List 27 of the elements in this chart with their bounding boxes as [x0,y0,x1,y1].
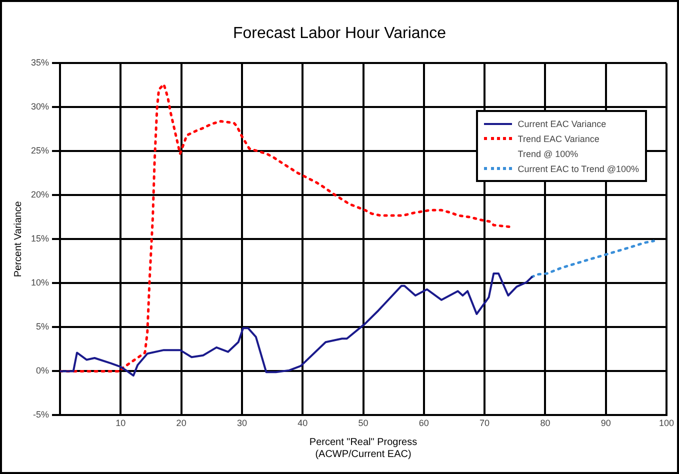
y-tick-label: 0% [36,366,50,376]
x-tick-label: 20 [176,418,186,428]
y-axis-title: Percent Variance [12,200,24,278]
y-tick-label: 20% [31,190,50,200]
x-tick-label: 90 [600,418,611,428]
y-tick-label: 15% [31,234,50,244]
x-tick-label: 80 [540,418,550,428]
y-tick-label: 5% [36,322,50,332]
y-tick-label: 30% [31,102,50,112]
y-tick-label: -5% [33,410,50,420]
y-tick-label: 25% [31,146,50,156]
x-tick-label: 70 [480,418,490,428]
x-tick-label: 50 [358,418,368,428]
text: Trend @ 100% [518,148,578,158]
y-tick-label: 10% [31,278,50,288]
legend-label: Current EAC Variance [518,118,606,128]
legend-label: Trend EAC Variance [518,134,600,144]
chart-title: Forecast Labor Hour Variance [232,25,446,42]
x-tick-label: 40 [298,418,308,428]
x-tick-label: 10 [116,418,126,428]
legend-label: Current EAC to Trend @100% [518,164,639,174]
x-tick-label: 60 [418,418,429,428]
x-axis-title: Percent "Real" Progress (ACWP/Current EAC) [309,436,418,460]
x-tick-label: 30 [236,418,247,428]
x-tick-label: 100 [658,418,674,428]
y-tick-label: 35% [31,58,50,68]
line-series [530,240,656,278]
